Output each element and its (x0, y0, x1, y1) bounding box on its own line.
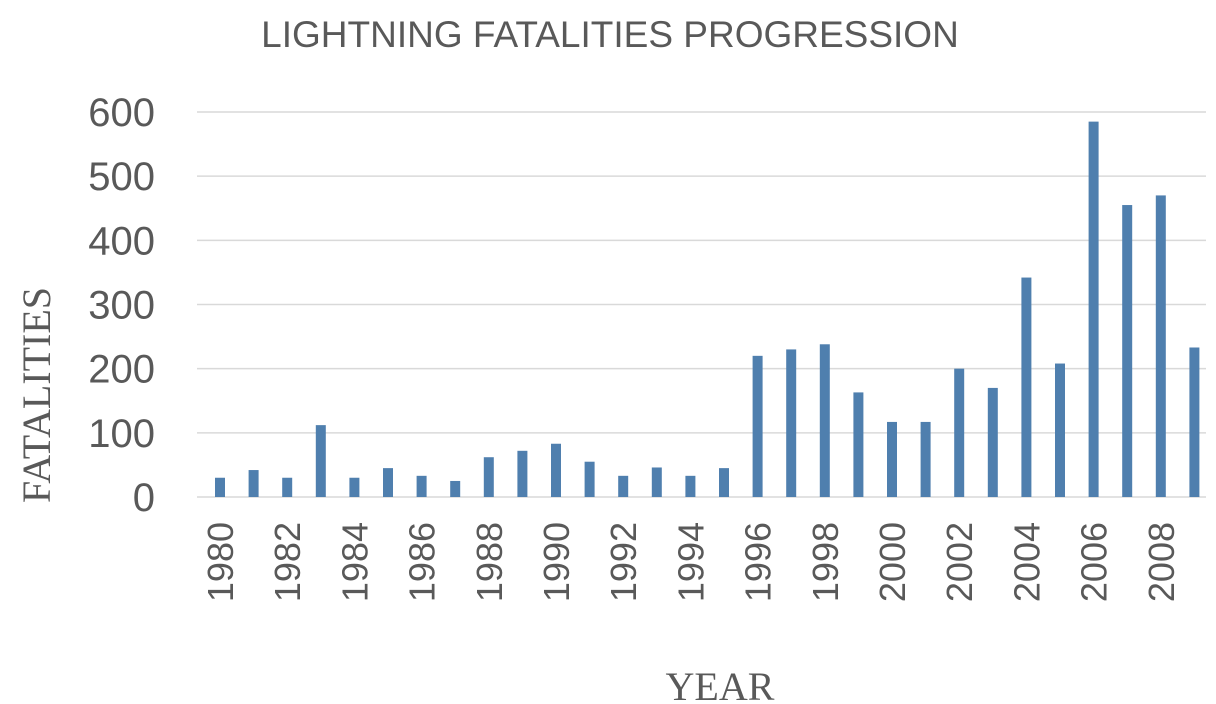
bar-1991 (584, 461, 595, 497)
x-tick-label: 2002 (939, 522, 980, 602)
x-tick-label: 2004 (1006, 522, 1047, 602)
y-tick-label: 500 (88, 155, 155, 199)
y-tick-label: 100 (88, 412, 155, 456)
chart-title: LIGHTNING FATALITIES PROGRESSION (261, 14, 959, 55)
bar-2003 (987, 387, 998, 497)
y-axis-label: FATALITIES (14, 287, 59, 503)
bar-1992 (618, 475, 629, 497)
bar-1998 (819, 344, 830, 497)
bar-1985 (383, 468, 393, 497)
bar-1999 (853, 392, 864, 497)
y-tick-label: 300 (88, 284, 155, 328)
bar-2001 (920, 421, 931, 497)
x-tick-label: 1988 (469, 522, 510, 602)
bar-1994 (685, 475, 696, 497)
x-tick-label: 1992 (603, 522, 644, 602)
y-axis-ticks: 0 100 200 300 400 500 600 (88, 91, 155, 520)
bar-2005 (1055, 363, 1065, 497)
bar-1982 (282, 477, 293, 497)
x-tick-label: 2000 (872, 522, 913, 602)
bar-1995 (719, 468, 729, 497)
bar-1990 (551, 443, 561, 497)
bar-2009 (1189, 347, 1200, 497)
x-tick-label: 1994 (670, 522, 711, 602)
bar-1996 (752, 355, 763, 497)
x-tick-label: 1982 (267, 522, 308, 602)
x-tick-label: 1986 (402, 522, 443, 602)
grid-lines (197, 111, 1206, 498)
bar-1980 (215, 477, 225, 497)
y-tick-label: 400 (88, 219, 155, 263)
bar-1984 (349, 477, 360, 497)
x-axis-label: YEAR (666, 664, 775, 704)
bars (215, 121, 1200, 497)
x-axis-ticks: 1980 1982 1984 1986 1988 1990 1992 1994 1996 1998… (200, 522, 1182, 602)
x-tick-label: 2008 (1141, 522, 1182, 602)
bar-2002 (954, 368, 965, 497)
bar-2008 (1155, 195, 1166, 497)
x-tick-label: 1998 (805, 522, 846, 602)
x-tick-label: 1990 (536, 522, 577, 602)
bar-1986 (416, 475, 427, 497)
x-tick-label: 1980 (200, 522, 241, 602)
bar-1989 (517, 450, 528, 497)
bar-2000 (887, 421, 897, 497)
bar-1987 (450, 480, 461, 497)
y-tick-label: 200 (88, 348, 155, 392)
bar-1983 (315, 425, 326, 497)
bar-1988 (483, 457, 494, 497)
bar-2004 (1021, 277, 1032, 497)
x-tick-label: 1996 (738, 522, 779, 602)
bar-2007 (1122, 205, 1133, 497)
bar-1981 (248, 470, 259, 497)
y-tick-label: 0 (133, 476, 155, 520)
bar-1993 (651, 467, 662, 497)
bar-1997 (786, 349, 797, 497)
x-tick-label: 1984 (334, 522, 375, 602)
y-tick-label: 600 (88, 91, 155, 135)
bar-2006 (1088, 121, 1099, 497)
x-tick-label: 2006 (1074, 522, 1115, 602)
